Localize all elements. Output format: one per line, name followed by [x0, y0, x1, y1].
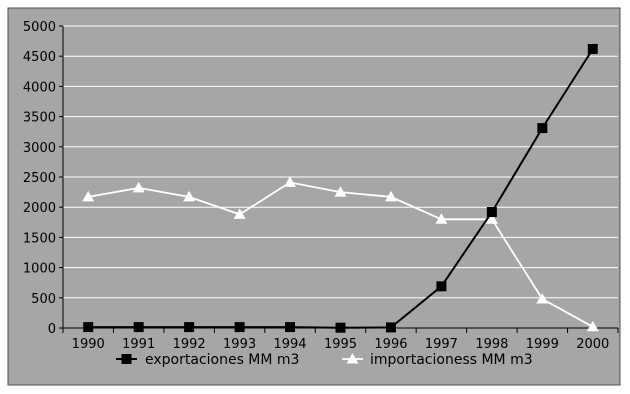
data-point-import — [132, 181, 145, 193]
x-tick-label: 1992 — [173, 337, 206, 352]
data-point-import — [536, 293, 549, 304]
data-point-export — [234, 322, 245, 333]
data-point-export — [83, 322, 94, 333]
data-point-export — [133, 322, 144, 333]
data-point-import — [183, 190, 196, 202]
x-tick-label: 1996 — [374, 337, 407, 352]
y-tick-label: 1500 — [23, 231, 56, 246]
y-tick-label: 2000 — [23, 201, 56, 216]
data-point-export — [385, 322, 396, 333]
data-point-import — [485, 213, 498, 224]
legend: exportaciones MM m3 importacioness MM m3 — [116, 352, 533, 368]
x-tick-label: 1999 — [526, 337, 559, 352]
x-tick-label: 1997 — [425, 337, 458, 352]
y-tick-label: 1000 — [23, 262, 56, 277]
data-point-import — [334, 186, 347, 197]
legend-marker-import — [346, 353, 359, 364]
x-tick-label: 1993 — [223, 337, 256, 352]
data-point-import — [284, 176, 296, 187]
data-point-import — [82, 190, 95, 202]
x-tick-label: 1991 — [122, 337, 155, 352]
y-tick-label: 3500 — [23, 111, 56, 126]
y-tick-label: 4500 — [23, 50, 56, 65]
data-point-export — [184, 322, 195, 333]
y-tick-label: 4000 — [23, 80, 56, 95]
data-point-export — [436, 281, 447, 292]
legend-label-export: exportaciones MM m3 — [145, 352, 299, 368]
y-tick-label: 0 — [48, 322, 56, 337]
data-point-import — [586, 320, 599, 332]
y-tick-label: 5000 — [23, 20, 56, 35]
x-tick-label: 2000 — [576, 337, 609, 352]
data-point-export — [537, 123, 548, 134]
data-point-export — [486, 207, 497, 218]
plot-area: 0 500 1000 1500 2000 2500 3000 3500 4000 4500 5000… — [23, 20, 619, 352]
legend-marker-export — [121, 354, 132, 364]
legend-label-import: importacioness MM m3 — [370, 352, 533, 368]
x-tick-label: 1995 — [324, 337, 357, 352]
x-tick-label: 1990 — [72, 337, 105, 352]
x-tick-label: 1998 — [475, 337, 508, 352]
data-point-export — [335, 322, 346, 333]
x-tick-label: 1994 — [273, 337, 306, 352]
data-point-import — [385, 190, 397, 202]
y-tick-label: 3000 — [23, 141, 56, 156]
y-tick-label: 2500 — [23, 171, 56, 186]
data-point-import — [233, 208, 246, 219]
y-tick-label: 500 — [31, 292, 56, 307]
data-point-export — [285, 322, 296, 333]
data-point-export — [587, 43, 598, 54]
data-point-import — [435, 213, 448, 224]
